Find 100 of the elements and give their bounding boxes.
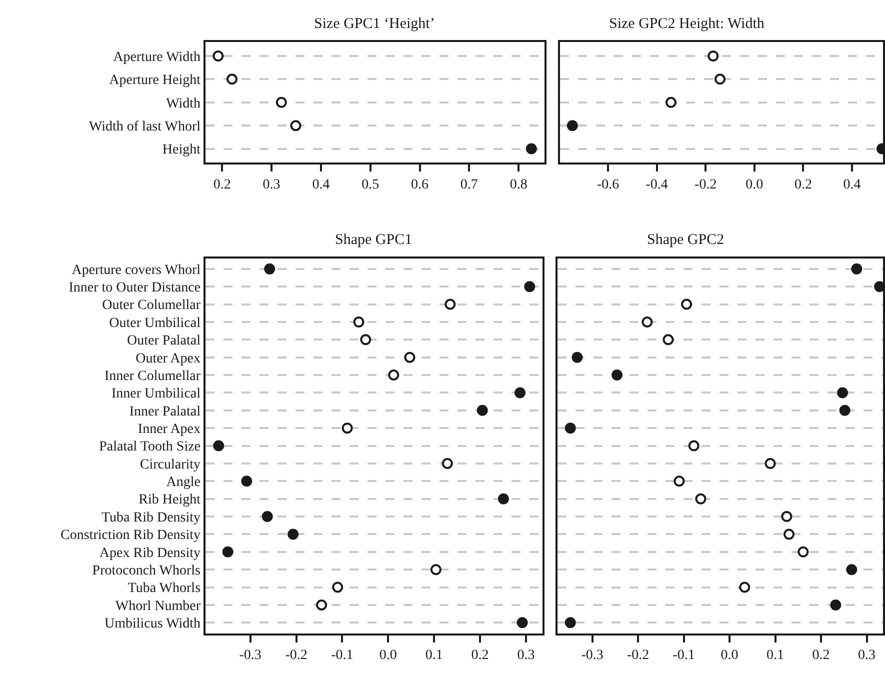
y-tick-label: Angle	[166, 475, 201, 490]
point	[264, 263, 276, 274]
y-tick-label: Circularity	[140, 457, 201, 472]
point	[276, 96, 287, 108]
point	[213, 440, 224, 452]
y-tick-label: Height	[162, 142, 201, 158]
point	[444, 298, 456, 310]
point	[524, 281, 536, 292]
x-tick-label: 0.6	[411, 178, 429, 193]
point	[262, 511, 273, 522]
point	[564, 617, 576, 628]
point	[360, 334, 372, 346]
y-tick-label: Width	[166, 96, 201, 112]
x-tick-label: 0.2	[471, 648, 489, 664]
y-tick-label: Tuba Rib Density	[101, 510, 201, 526]
y-tick-label: Constriction Rib Density	[60, 528, 201, 544]
point	[837, 387, 848, 398]
point	[212, 50, 224, 62]
y-tick-label: Apex Rib Density	[99, 546, 201, 561]
x-tick-label: -0.3	[581, 648, 604, 664]
point	[222, 546, 234, 558]
point	[226, 74, 238, 85]
point	[714, 74, 726, 85]
x-tick-label: -0.4	[646, 178, 668, 193]
point	[784, 528, 794, 540]
x-tick-label: 0.2	[213, 178, 231, 193]
point	[316, 599, 328, 610]
y-tick-label: Outer Umbilical	[109, 316, 201, 331]
point	[526, 143, 537, 154]
point	[781, 511, 792, 522]
x-tick-label: -0.1	[672, 648, 695, 664]
point	[688, 440, 700, 452]
point	[388, 370, 400, 381]
point	[798, 546, 809, 558]
y-tick-label: Inner Umbilical	[111, 386, 201, 402]
point	[612, 370, 623, 381]
y-tick-label: Inner to Outer Distance	[68, 280, 201, 296]
point	[430, 564, 442, 576]
x-tick-label: 0.2	[812, 648, 830, 664]
point	[498, 493, 509, 504]
x-tick-label: 0.1	[425, 648, 443, 664]
point	[332, 582, 344, 593]
x-tick-label: -0.2	[285, 648, 308, 664]
x-tick-label: 0.3	[858, 648, 876, 664]
y-tick-label: Outer Columellar	[102, 298, 201, 314]
x-tick-label: 0.2	[794, 178, 812, 193]
point	[290, 120, 302, 132]
y-tick-label: Inner Apex	[138, 422, 201, 437]
chart-title: Shape GPC2	[647, 232, 724, 248]
point	[695, 493, 706, 504]
x-tick-label: -0.3	[239, 648, 262, 664]
point	[572, 352, 583, 363]
x-tick-label: 0.1	[766, 648, 784, 664]
x-tick-label: 0.0	[746, 178, 764, 193]
point	[514, 387, 526, 398]
point	[516, 617, 528, 628]
y-tick-label: Width of last Whorl	[88, 119, 201, 134]
point	[846, 564, 858, 576]
y-tick-label: Outer Palatal	[127, 334, 201, 349]
y-tick-label: Umbilicus Width	[104, 616, 201, 632]
point	[288, 528, 299, 540]
y-tick-label: Tuba Whorls	[128, 581, 201, 596]
x-tick-label: -0.1	[331, 648, 354, 664]
point	[681, 298, 692, 310]
chart-title: Shape GPC1	[335, 232, 412, 248]
x-tick-label: -0.2	[694, 178, 717, 193]
point	[764, 458, 776, 469]
y-tick-label: Whorl Number	[115, 598, 201, 614]
x-tick-label: -0.6	[596, 178, 620, 193]
chart-title: Size GPC1 ‘Height’	[314, 16, 435, 32]
x-tick-label: 0.4	[843, 178, 861, 193]
x-tick-label: 0.3	[517, 648, 535, 664]
y-tick-label: Inner Palatal	[129, 404, 201, 420]
point	[476, 404, 488, 416]
x-tick-label: 0.7	[460, 178, 478, 193]
y-tick-label: Inner Columellar	[104, 368, 201, 384]
point	[566, 120, 578, 132]
x-tick-label: 0.8	[510, 178, 528, 193]
point	[353, 316, 364, 328]
point	[642, 316, 653, 328]
point	[665, 96, 676, 108]
x-tick-label: 0.0	[379, 648, 397, 664]
y-tick-label: Aperture Height	[109, 73, 201, 88]
point	[708, 50, 719, 62]
y-tick-label: Rib Height	[138, 492, 201, 508]
chart-title: Size GPC2 Height: Width	[609, 16, 765, 32]
x-tick-label: 0.4	[312, 178, 330, 193]
y-tick-label: Aperture Width	[113, 50, 201, 65]
point	[442, 458, 453, 469]
point	[564, 422, 576, 434]
x-tick-label: 0.0	[720, 648, 738, 664]
x-tick-label: 0.5	[362, 178, 380, 193]
y-tick-label: Outer Apex	[136, 351, 201, 366]
point	[830, 599, 842, 610]
y-tick-label: Protoconch Whorls	[92, 563, 201, 578]
point	[839, 404, 850, 416]
point	[739, 582, 750, 593]
x-tick-label: -0.2	[626, 648, 650, 664]
point	[662, 334, 674, 346]
point	[851, 263, 862, 274]
